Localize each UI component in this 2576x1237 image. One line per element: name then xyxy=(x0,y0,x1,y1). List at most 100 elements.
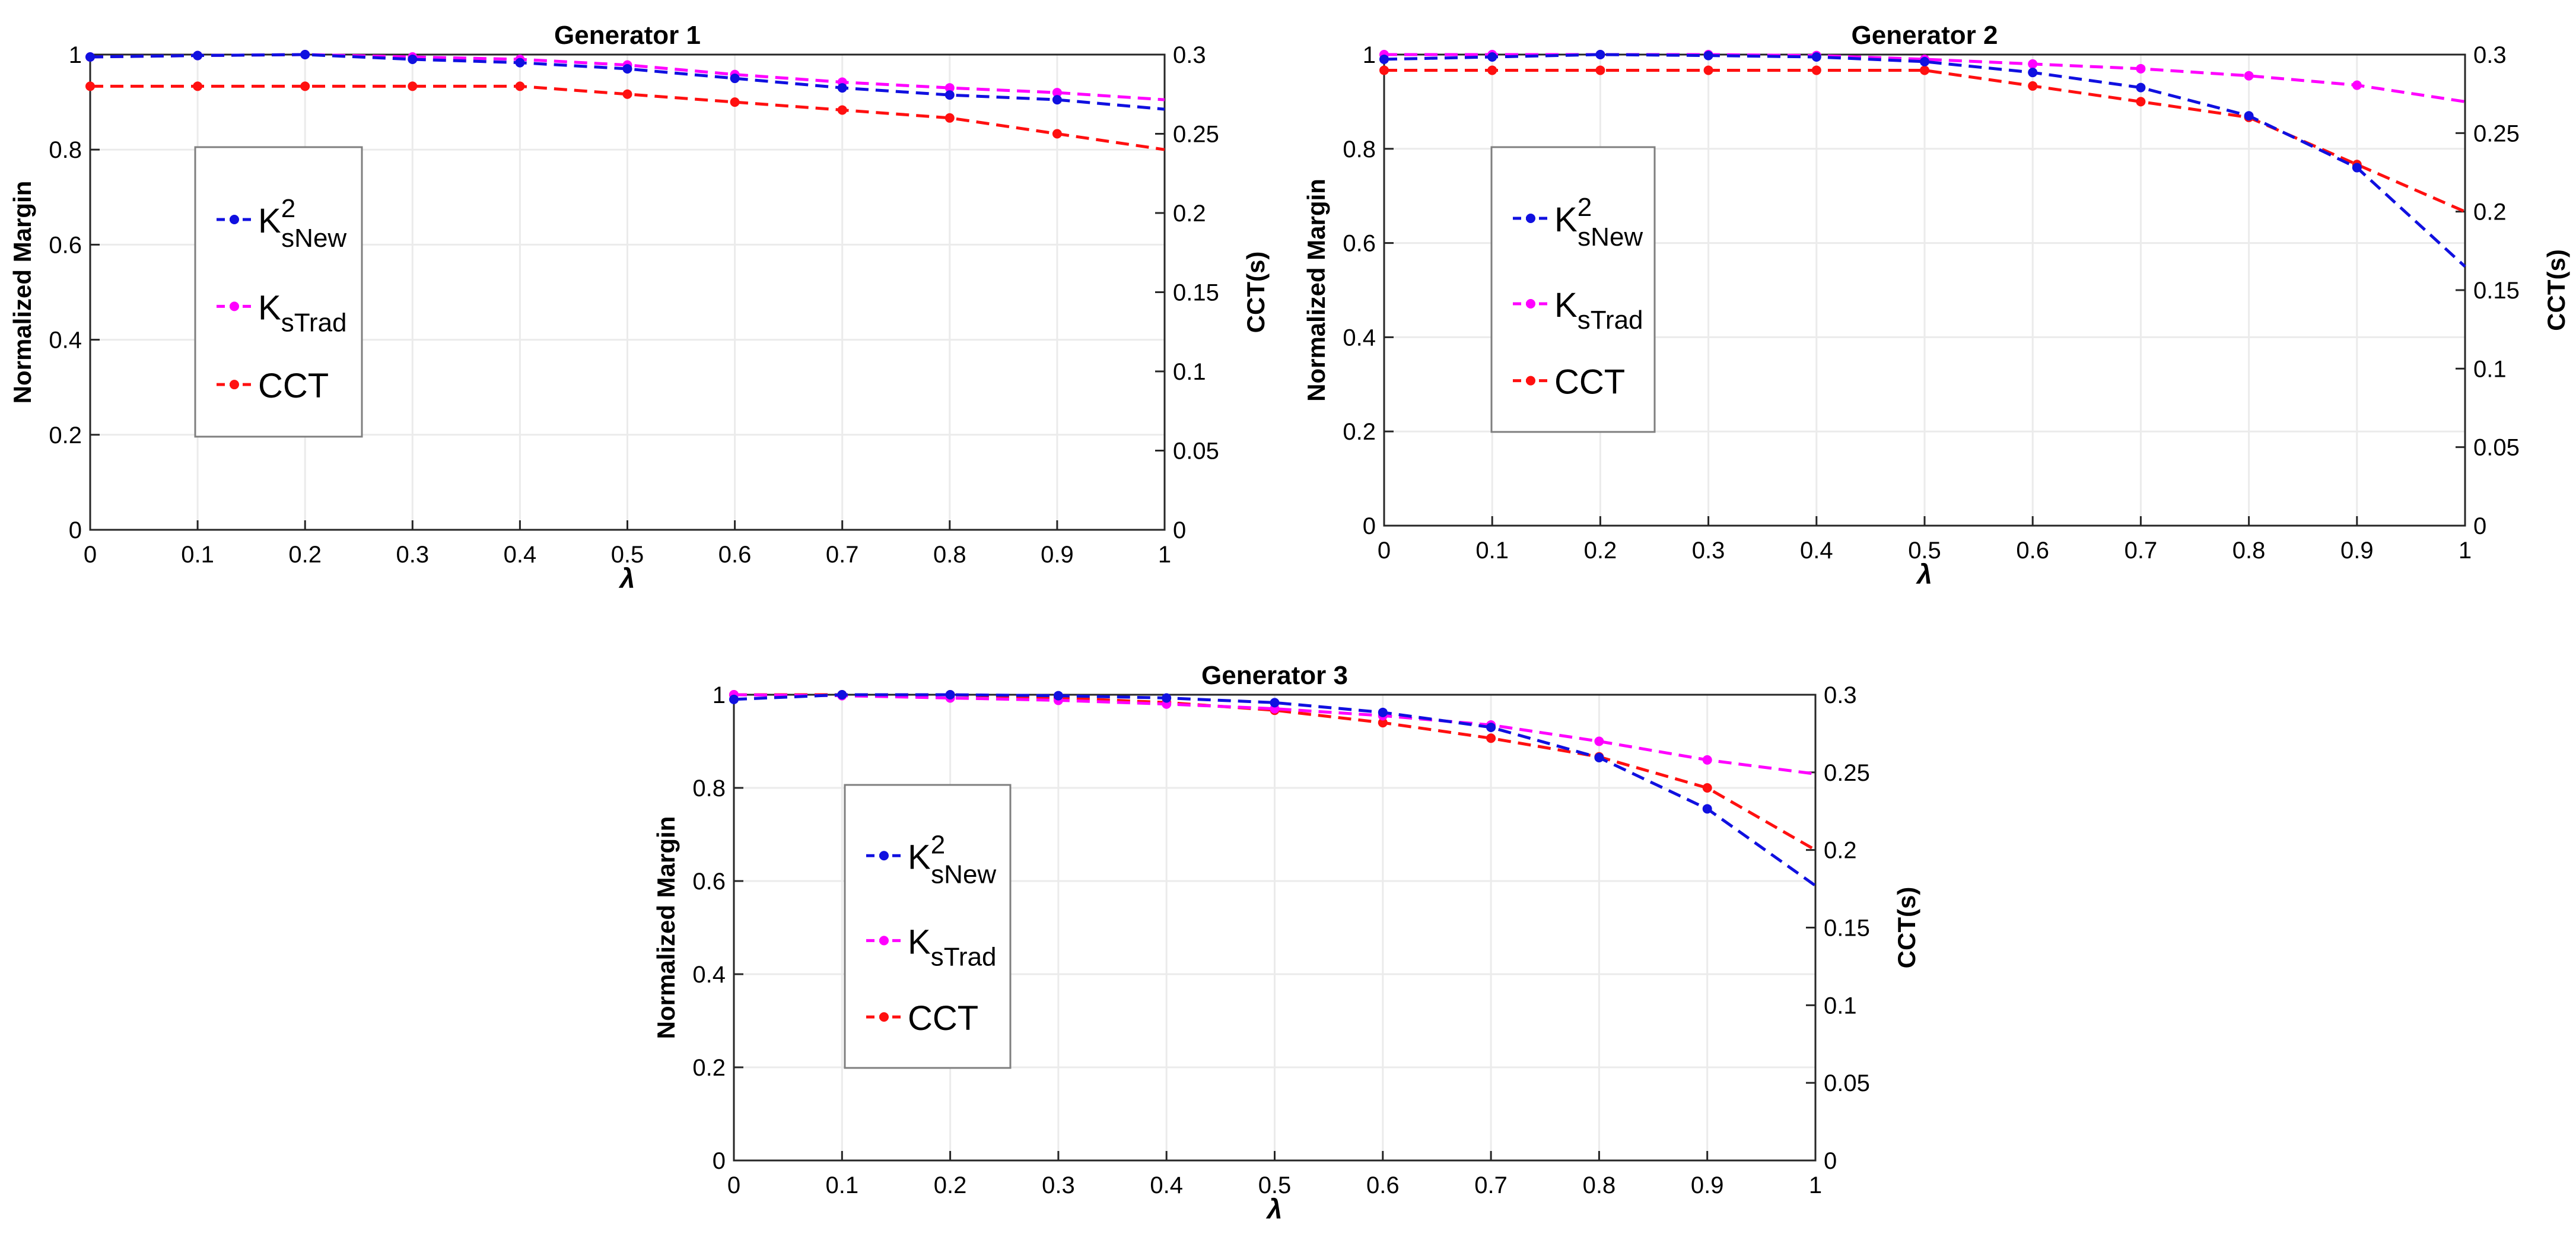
y2-tick-label: 0.05 xyxy=(2473,435,2520,461)
x-tick-label: 0.3 xyxy=(1042,1172,1075,1198)
legend: K2 sNew KsTrad CCT xyxy=(194,146,363,438)
x-tick-label: 0.9 xyxy=(1691,1172,1724,1198)
legend-label-cct: CCT xyxy=(908,999,978,1038)
data-point-cct xyxy=(837,105,847,115)
data-point-cct xyxy=(1811,65,1821,75)
series-cct xyxy=(85,81,1165,151)
legend-marker-cct xyxy=(230,380,239,390)
legend-marker-cct xyxy=(879,1012,889,1022)
data-point-cct xyxy=(1920,65,1929,75)
legend-marker-ksnew xyxy=(1526,214,1535,223)
data-point-kstrad xyxy=(1594,736,1604,746)
x-tick-label: 0.6 xyxy=(718,542,752,568)
y2-tick-label: 0 xyxy=(1173,517,1186,543)
data-point-cct xyxy=(300,81,310,91)
x-tick-label: 0.2 xyxy=(288,542,322,568)
data-point-ksnew xyxy=(1379,54,1389,64)
legend-marker-kstrad xyxy=(230,301,239,311)
x-tick-label: 0.4 xyxy=(1800,538,1833,564)
series-ksnew xyxy=(729,690,1817,887)
x-tick-label: 0.3 xyxy=(396,542,429,568)
x-tick-label: 0.6 xyxy=(1366,1172,1400,1198)
y-tick-label: 0.2 xyxy=(49,422,82,449)
chart-panel-3: 0 0.1 0.2 0.3 0.4 0.5 0.6 0.7 0.8 0.9 100.20.40.60… xyxy=(652,661,1920,1225)
legend-box xyxy=(844,784,1012,1069)
data-point-ksnew xyxy=(408,55,418,65)
y-tick-label: 0 xyxy=(1363,513,1376,539)
y-tick-label: 1 xyxy=(1363,42,1376,68)
y-tick-label: 0.8 xyxy=(692,775,726,802)
chart-panel-2: 0 0.1 0.2 0.3 0.4 0.5 0.6 0.7 0.8 0.9 100.20.40.60… xyxy=(1302,21,2570,590)
data-point-kstrad xyxy=(1702,755,1712,765)
legend-label-ksnew: K2 sNew xyxy=(908,830,996,889)
data-point-kstrad xyxy=(1052,88,1062,98)
y2-tick-label: 0.15 xyxy=(1824,915,1870,942)
data-point-ksnew xyxy=(1378,707,1388,717)
y-tick-label: 1 xyxy=(69,42,82,68)
data-point-ksnew xyxy=(2352,163,2362,173)
x-tick-label: 0.4 xyxy=(1150,1172,1183,1198)
x-tick-label: 0.9 xyxy=(2340,538,2374,564)
y-tick-label: 0.8 xyxy=(49,137,82,163)
legend-box xyxy=(1490,146,1656,433)
series-line-ksnew xyxy=(90,53,1165,111)
legend-marker-cct xyxy=(1526,376,1535,386)
y-tick-label: 0.8 xyxy=(1343,136,1376,163)
y2-tick-label: 0 xyxy=(1824,1148,1837,1174)
x-tick-label: 0 xyxy=(84,542,97,568)
legend-label-cct: CCT xyxy=(258,367,329,405)
data-point-cct xyxy=(408,81,418,91)
data-point-ksnew xyxy=(85,52,95,62)
legend-label-kstrad: KsTrad xyxy=(908,923,997,971)
data-point-cct xyxy=(944,113,955,123)
x-tick-label: 1 xyxy=(1158,542,1171,568)
y2-tick-label: 0.2 xyxy=(1824,838,1857,864)
series-ksnew xyxy=(1379,50,2466,268)
data-point-ksnew xyxy=(1052,95,1062,105)
legend-marker-ksnew xyxy=(230,215,239,224)
x-tick-label: 0.2 xyxy=(934,1172,967,1198)
x-tick-label: 0.6 xyxy=(2016,538,2049,564)
y-axis-label: Normalized Margin xyxy=(652,816,680,1039)
x-tick-label: 0.7 xyxy=(826,542,859,568)
data-point-ksnew xyxy=(837,690,847,699)
data-point-ksnew xyxy=(837,83,847,93)
y-axis-label: Normalized Margin xyxy=(8,181,36,404)
y-tick-label: 0.6 xyxy=(1343,231,1376,257)
data-point-ksnew xyxy=(1811,52,1821,62)
x-tick-label: 0.4 xyxy=(504,542,537,568)
y-tick-label: 0.2 xyxy=(1343,419,1376,445)
data-point-ksnew xyxy=(1702,804,1712,814)
y-axis-label: Normalized Margin xyxy=(1302,179,1330,402)
data-point-ksnew xyxy=(1053,691,1063,701)
y2-axis-label: CCT(s) xyxy=(1893,887,1920,969)
data-point-kstrad xyxy=(944,83,955,93)
chart-title: Generator 2 xyxy=(1852,21,1998,50)
x-tick-label: 0.9 xyxy=(1041,542,1074,568)
data-point-cct xyxy=(1595,65,1605,75)
y2-tick-label: 0.05 xyxy=(1173,438,1219,465)
y2-axis-label: CCT(s) xyxy=(1242,252,1270,333)
data-point-ksnew xyxy=(730,74,740,84)
x-axis-label: λ xyxy=(1915,559,1932,590)
x-tick-label: 1 xyxy=(1809,1172,1822,1198)
data-point-cct xyxy=(1703,65,1713,75)
x-tick-label: 1 xyxy=(2459,538,2472,564)
legend-marker-kstrad xyxy=(1526,299,1535,309)
y-tick-label: 0 xyxy=(69,517,82,543)
y-tick-label: 0.6 xyxy=(692,869,726,895)
data-point-ksnew xyxy=(1920,56,1929,66)
data-point-ksnew xyxy=(1595,50,1605,59)
data-point-cct xyxy=(515,81,525,91)
data-point-cct xyxy=(1052,129,1062,139)
x-tick-label: 0 xyxy=(727,1172,740,1198)
y2-tick-label: 0.3 xyxy=(1173,42,1206,68)
x-tick-label: 0.8 xyxy=(933,542,966,568)
data-point-kstrad xyxy=(2028,59,2038,69)
data-point-ksnew xyxy=(1270,698,1280,708)
y2-tick-label: 0.05 xyxy=(1824,1070,1870,1096)
x-tick-label: 0.7 xyxy=(2125,538,2158,564)
series-line-ksnew xyxy=(733,693,1817,887)
data-point-ksnew xyxy=(945,690,955,699)
